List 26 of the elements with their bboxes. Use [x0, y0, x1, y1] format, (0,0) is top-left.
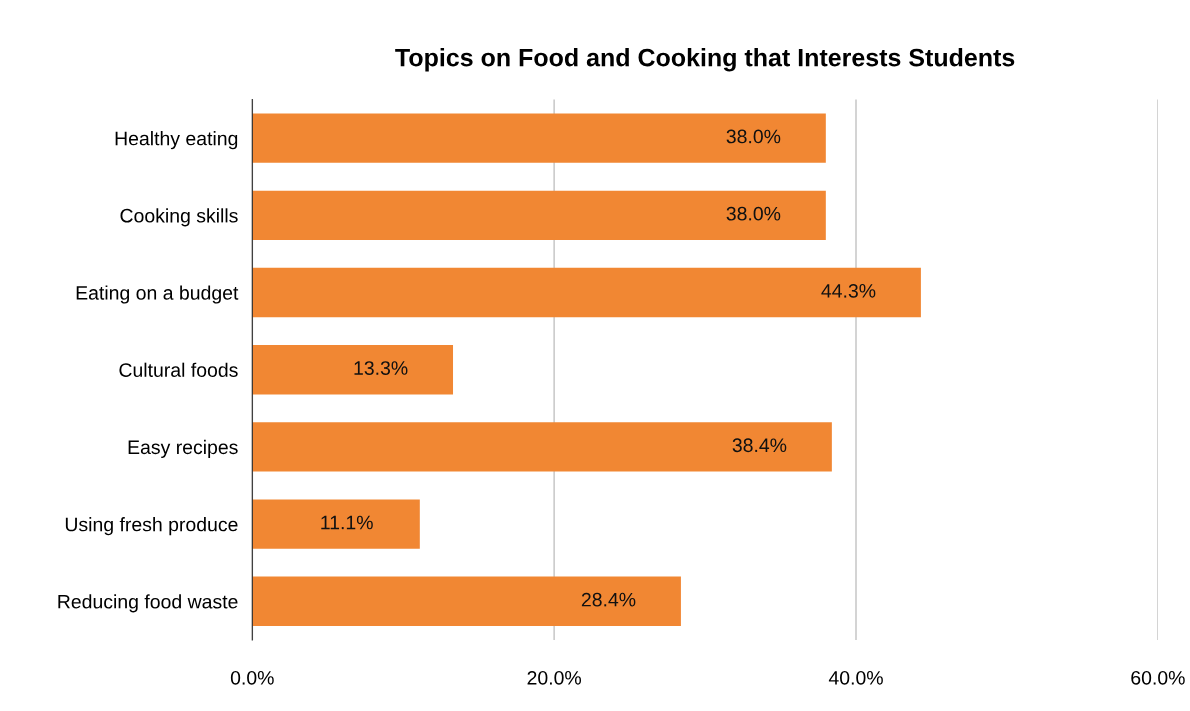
bar	[252, 267, 921, 318]
bar	[252, 576, 681, 627]
bar	[252, 113, 826, 163]
bar	[252, 345, 454, 395]
x-tick-label: 60.0%	[1131, 670, 1185, 685]
data-label: 38.0%	[726, 129, 781, 144]
data-label: 13.3%	[354, 361, 408, 375]
x-tick-label: 0.0%	[230, 670, 274, 685]
x-tick-label: 20.0%	[527, 670, 582, 685]
y-tick-label: Eating on a budget	[76, 285, 239, 304]
bar	[252, 499, 420, 549]
y-tick-label: Healthy eating	[115, 131, 238, 150]
bar	[252, 190, 826, 241]
data-label: 38.0%	[726, 206, 781, 221]
data-label: 38.4%	[732, 438, 787, 453]
x-tick-label: 40.0%	[828, 670, 883, 685]
bar	[252, 422, 832, 472]
y-tick-label: Easy recipes	[128, 439, 238, 458]
chart-title: Topics on Food and Cooking that Interests Students	[395, 48, 1015, 72]
y-tick-label: Using fresh produce	[65, 517, 238, 536]
y-tick-label: Cultural foods	[119, 362, 238, 377]
y-tick-label: Reducing food waste	[58, 594, 238, 613]
data-label: 44.3%	[821, 283, 876, 298]
data-label: 11.1%	[321, 515, 373, 530]
y-tick-label: Cooking skills	[120, 208, 238, 227]
data-label: 28.4%	[581, 592, 636, 607]
